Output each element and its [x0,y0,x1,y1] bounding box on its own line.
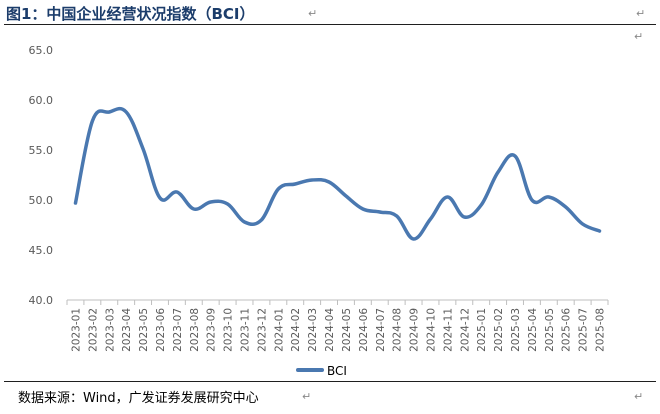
title-bar: 图1：中国企业经营状况指数（BCI） ↵ ↵ [4,2,656,24]
bci-data-point [210,201,212,203]
bci-data-point [531,199,533,201]
bci-data-point [345,195,347,197]
x-tick-label: 2024-04 [324,308,336,352]
x-tick-label: 2024-10 [425,308,437,352]
x-tick-label: 2024-03 [307,308,319,352]
y-tick-label: 55.0 [29,144,54,157]
x-tick-label: 2024-05 [341,308,353,352]
bci-data-point [193,208,195,210]
x-tick-label: 2023-08 [189,308,201,352]
y-tick-label: 65.0 [29,44,54,57]
x-tick-label: 2023-03 [104,308,116,352]
x-tick-label: 2024-02 [290,308,302,352]
bci-data-point [582,223,584,225]
bci-data-point [260,219,262,221]
bci-data-point [159,197,161,199]
bci-data-point [244,221,246,223]
bci-data-point [294,183,296,185]
y-tick-label: 45.0 [29,244,54,257]
bci-series-line [73,106,602,241]
y-tick-label: 50.0 [29,194,54,207]
x-tick-label: 2024-11 [442,308,454,352]
x-tick-label: 2025-03 [510,308,522,352]
bci-data-point [463,216,465,218]
bci-data-point [176,191,178,193]
bci-data-point [91,120,93,122]
bci-data-point [548,196,550,198]
x-tick-label: 2024-06 [358,308,370,352]
x-tick-label: 2025-07 [578,308,590,352]
paragraph-mark-icon: ↵ [634,390,644,403]
x-tick-label: 2025-05 [544,308,556,352]
bci-data-point [565,206,567,208]
paragraph-mark-icon: ↵ [636,7,646,20]
chart-legend: BCI [296,364,347,378]
x-tick-label: 2023-04 [121,308,133,352]
x-tick-label: 2024-07 [375,308,387,352]
x-tick-label: 2023-01 [70,308,82,352]
bci-data-point [396,215,398,217]
x-tick-label: 2024-08 [392,308,404,352]
x-tick-label: 2023-06 [155,308,167,352]
bci-line-chart: 40.045.050.055.060.065.0 2023-01 2023-02 2… [29,44,609,378]
y-tick-label: 60.0 [29,94,54,107]
x-tick-label: 2024-09 [409,308,421,352]
data-source-note: 数据来源：Wind，广发证券发展研究中心 [18,391,259,406]
x-tick-label: 2023-10 [223,308,235,352]
bci-data-point [108,111,110,113]
x-tick-label: 2023-07 [172,308,184,352]
bci-data-point [497,171,499,173]
bci-data-point [125,111,127,113]
x-axis-ticks: 2023-01 2023-02 2023-03 2023-04 2023-05 2023-… [66,300,609,352]
bci-data-point [74,202,76,204]
x-tick-label: 2025-01 [476,308,488,352]
title-rule [4,24,656,25]
bci-data-point [227,203,229,205]
legend-label: BCI [327,364,347,378]
x-tick-label: 2023-05 [138,308,150,352]
bci-data-point [446,196,448,198]
bci-data-point [311,179,313,181]
x-tick-label: 2024-12 [459,308,471,352]
x-tick-label: 2024-01 [273,308,285,352]
x-tick-label: 2023-02 [87,308,99,352]
x-tick-label: 2025-04 [527,308,539,352]
bci-data-point [379,211,381,213]
x-tick-label: 2023-09 [206,308,218,352]
bci-data-point [277,188,279,190]
paragraph-mark-icon: ↵ [302,390,312,403]
x-tick-label: 2025-02 [493,308,505,352]
paragraph-mark-icon: ↵ [634,30,644,43]
series-layer [73,106,602,241]
bci-data-point [429,218,431,220]
bci-data-point [480,204,482,206]
y-axis-ticks: 40.0 45.0 50.0 55.0 60.0 65.0 [29,44,54,307]
y-tick-label: 40.0 [29,294,54,307]
figure-title: 图1：中国企业经营状况指数（BCI） [6,5,255,23]
x-tick-label: 2023-11 [240,308,252,352]
bci-data-point [362,208,364,210]
bci-data-point [142,148,144,150]
x-tick-label: 2025-08 [595,308,607,352]
footer-rule [4,381,656,382]
x-tick-label: 2025-06 [561,308,573,352]
bci-data-point [514,155,516,157]
x-tick-label: 2023-12 [256,308,268,352]
bci-data-point [599,230,601,232]
bci-data-point [328,181,330,183]
bci-data-point [413,238,415,240]
paragraph-mark-icon: ↵ [308,7,318,20]
